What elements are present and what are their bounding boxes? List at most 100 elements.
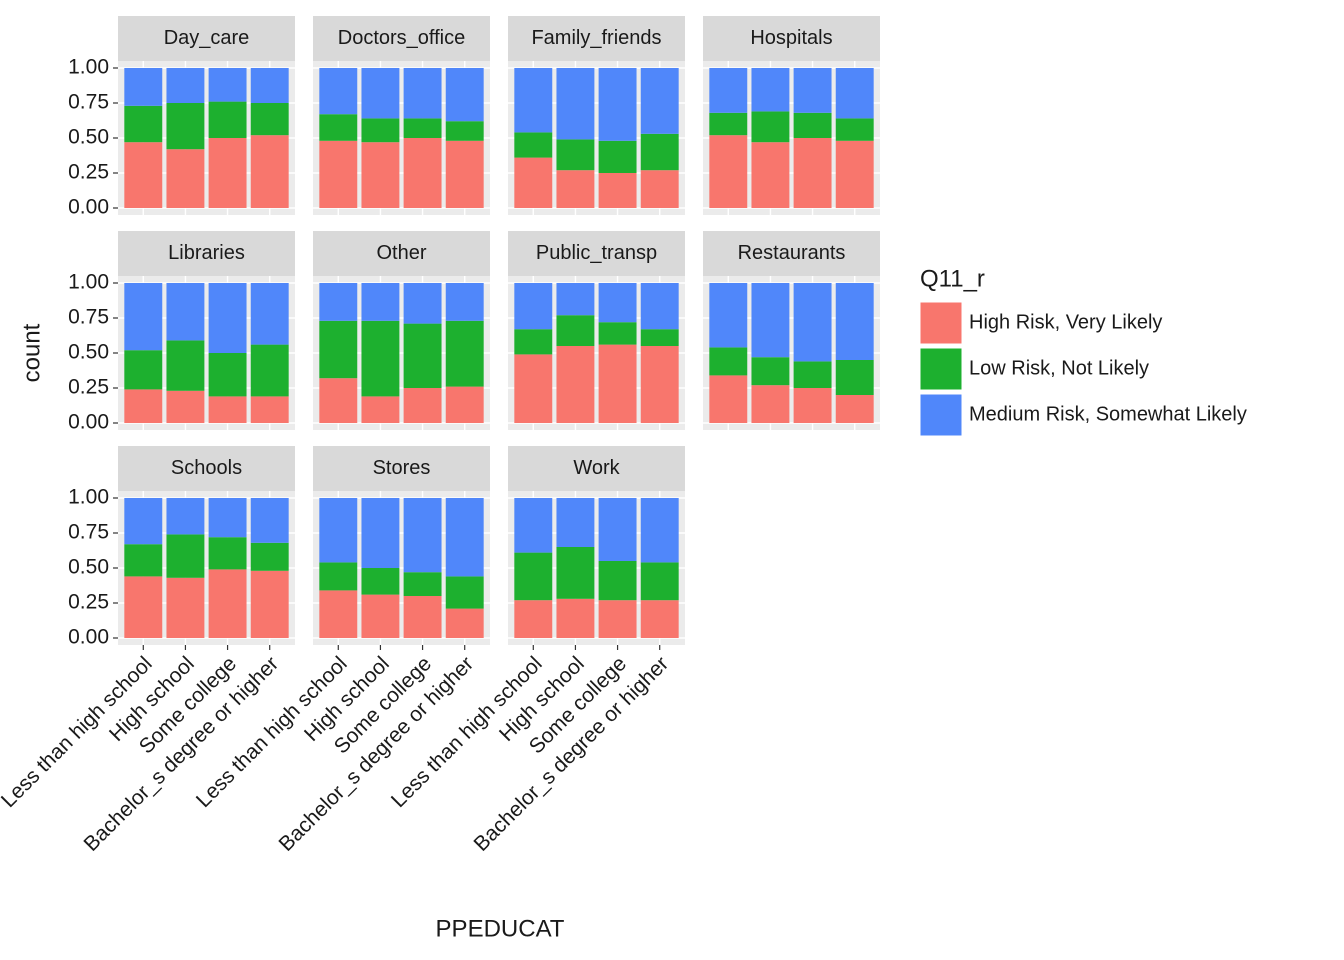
bar-segment xyxy=(166,577,205,638)
bar-segment xyxy=(709,135,748,208)
bar-segment xyxy=(835,283,874,360)
bar-segment xyxy=(403,283,442,324)
facet-title: Work xyxy=(573,457,620,479)
y-tick-label: 0.75 xyxy=(68,91,109,114)
bar-segment xyxy=(319,562,358,591)
bar-segment xyxy=(124,142,163,208)
bar-segment xyxy=(640,283,679,330)
bar-segment xyxy=(598,498,637,561)
bar-segment xyxy=(319,140,358,208)
bar-segment xyxy=(124,576,163,638)
bar-segment xyxy=(598,173,637,208)
bar-segment xyxy=(640,600,679,638)
bar-segment xyxy=(598,344,637,423)
facet-title: Public_transp xyxy=(536,242,657,264)
bar-segment xyxy=(709,112,748,136)
bar-segment xyxy=(403,572,442,596)
facet-title: Doctors_office xyxy=(338,27,465,49)
bar-segment xyxy=(319,378,358,423)
bar-segment xyxy=(793,68,832,113)
bar-segment xyxy=(403,138,442,208)
bar-segment xyxy=(250,498,289,543)
facet-strip xyxy=(118,231,295,276)
y-tick-label: 0.25 xyxy=(68,591,109,614)
bar-segment xyxy=(598,322,637,345)
bar-segment xyxy=(208,68,247,102)
facet-title: Hospitals xyxy=(750,27,832,49)
legend-title: Q11_r xyxy=(920,265,985,292)
bar-segment xyxy=(835,118,874,141)
bar-segment xyxy=(166,103,205,150)
bar-segment xyxy=(124,283,163,351)
bar-segment xyxy=(640,133,679,171)
bar-segment xyxy=(445,498,484,577)
bar-segment xyxy=(361,594,400,638)
bar-segment xyxy=(556,547,595,599)
facet-strip xyxy=(508,16,685,61)
bar-segment xyxy=(124,498,163,545)
facet-title: Day_care xyxy=(164,27,250,49)
bar-segment xyxy=(361,118,400,143)
bar-segment xyxy=(361,320,400,397)
bar-segment xyxy=(361,142,400,208)
bar-segment xyxy=(445,283,484,321)
facet-title: Schools xyxy=(171,457,242,479)
facet-title: Stores xyxy=(373,457,431,479)
facet-strip xyxy=(508,446,685,491)
bar-segment xyxy=(793,138,832,208)
bar-segment xyxy=(250,135,289,208)
bar-segment xyxy=(361,396,400,423)
y-tick-label: 0.50 xyxy=(68,126,109,149)
bar-segment xyxy=(166,283,205,341)
facet-strip xyxy=(703,231,880,276)
bar-segment xyxy=(751,283,790,358)
bar-segment xyxy=(124,350,163,390)
bar-segment xyxy=(793,388,832,423)
facet-title: Family_friends xyxy=(531,27,661,49)
bar-segment xyxy=(709,283,748,348)
y-tick-label: 0.50 xyxy=(68,341,109,364)
facet-strip xyxy=(703,16,880,61)
bar-segment xyxy=(556,283,595,316)
bar-segment xyxy=(250,283,289,345)
bar-segment xyxy=(319,320,358,379)
bar-segment xyxy=(556,315,595,346)
bar-segment xyxy=(403,596,442,638)
legend-key xyxy=(919,301,963,345)
facet-strip xyxy=(508,231,685,276)
bar-segment xyxy=(124,389,163,423)
y-tick-label: 0.50 xyxy=(68,556,109,579)
y-axis-title: count xyxy=(18,323,45,382)
bar-segment xyxy=(751,142,790,208)
facet-strip xyxy=(118,16,295,61)
bar-segment xyxy=(445,576,484,609)
bar-segment xyxy=(445,386,484,423)
bar-segment xyxy=(751,385,790,423)
bar-segment xyxy=(208,498,247,538)
y-tick-label: 0.00 xyxy=(68,411,109,434)
bar-segment xyxy=(640,170,679,208)
bar-segment xyxy=(403,498,442,573)
y-tick-label: 1.00 xyxy=(68,271,109,294)
bar-segment xyxy=(445,608,484,638)
bar-segment xyxy=(751,68,790,112)
bar-segment xyxy=(640,68,679,134)
bar-segment xyxy=(709,375,748,423)
bar-segment xyxy=(598,561,637,601)
y-tick-label: 0.00 xyxy=(68,626,109,649)
facet-strip xyxy=(313,446,490,491)
bar-segment xyxy=(556,68,595,140)
bar-segment xyxy=(835,395,874,423)
bar-segment xyxy=(556,498,595,547)
bar-segment xyxy=(514,157,553,208)
y-tick-label: 0.25 xyxy=(68,376,109,399)
bar-segment xyxy=(166,390,205,423)
bar-segment xyxy=(361,283,400,321)
bar-segment xyxy=(124,68,163,106)
bar-segment xyxy=(319,590,358,638)
bar-segment xyxy=(319,498,358,563)
bar-segment xyxy=(556,598,595,638)
bar-segment xyxy=(208,101,247,138)
